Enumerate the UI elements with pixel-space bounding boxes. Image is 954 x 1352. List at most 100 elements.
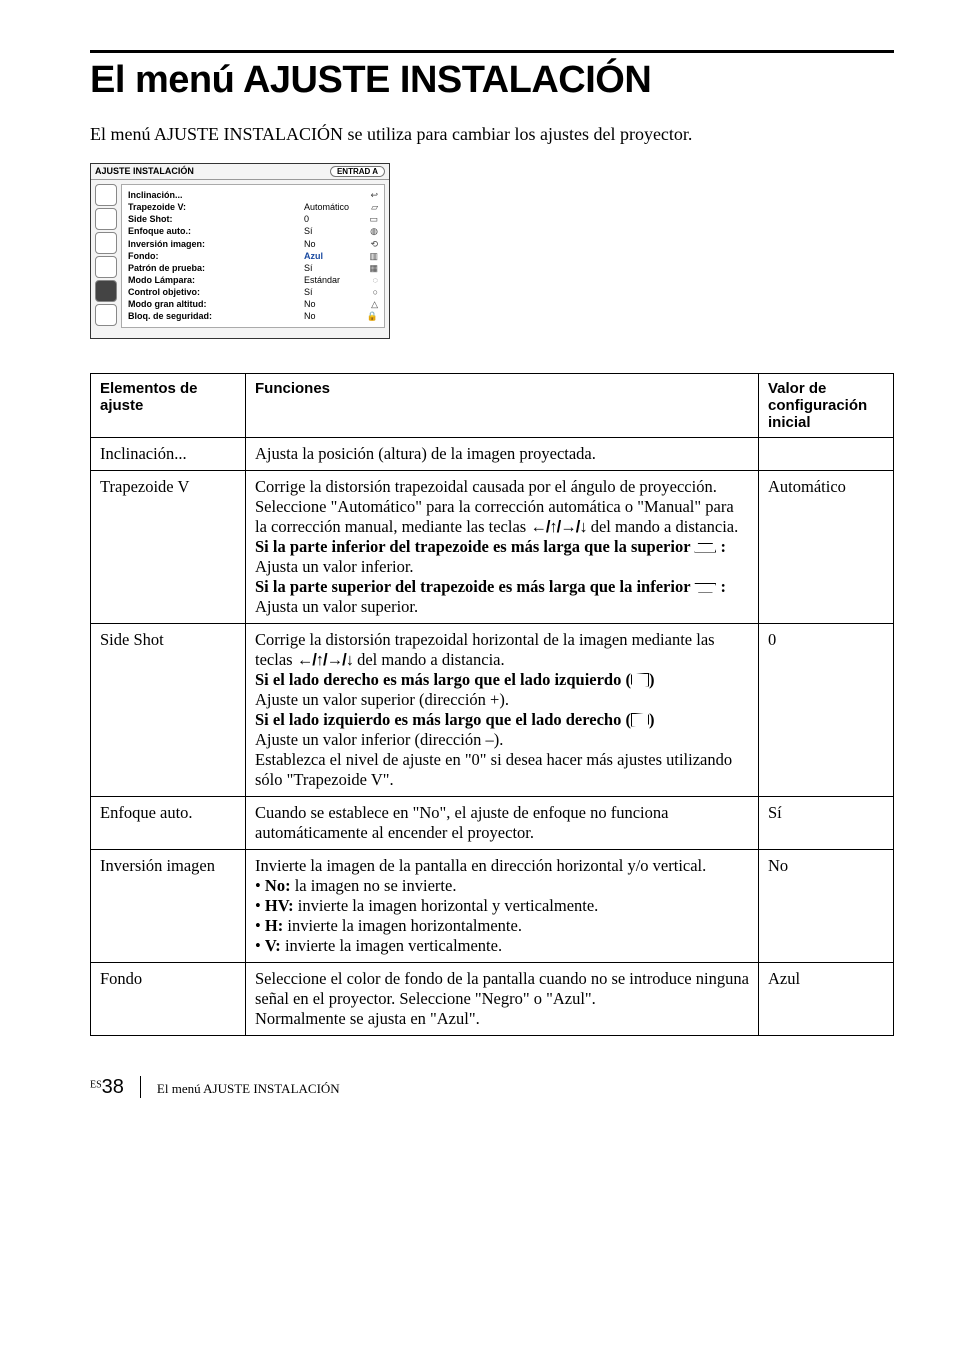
menu-row-icon: ○ [364,286,378,298]
menu-row-label: Control objetivo: [128,286,304,298]
text: Seleccione el color de fondo de la panta… [255,969,749,1008]
menu-row-icon: △ [364,298,378,310]
page: El menú AJUSTE INSTALACIÓN El menú AJUST… [0,0,954,1129]
trapezoid-right-icon [631,673,649,687]
menu-row-value: No [304,298,364,310]
menu-tabs [95,184,121,328]
footer-title: El menú AJUSTE INSTALACIÓN [157,1081,340,1097]
menu-row-value: No [304,310,364,322]
menu-row-value [304,189,364,201]
header-funciones: Funciones [246,373,759,437]
menu-row-icon: ◍ [364,225,378,237]
table-header-row: Elementos de ajuste Funciones Valor de c… [91,373,894,437]
menu-row-icon: ▥ [364,250,378,262]
menu-row: Patrón de prueba:Sí▦ [128,262,378,274]
cell-elem: Fondo [91,962,246,1035]
menu-row-icon: ↩ [364,189,378,201]
cell-elem: Side Shot [91,623,246,796]
menu-title: AJUSTE INSTALACIÓN [95,166,330,177]
text-bold: Si la parte superior del trapezoide es m… [255,577,694,596]
text: Invierte la imagen de la pantalla en dir… [255,856,706,875]
text-bold: V: [265,936,281,955]
menu-row: Modo gran altitud:No△ [128,298,378,310]
menu-row-value: 0 [304,213,364,225]
text-bold: Si el lado derecho es más largo que el l… [255,670,631,689]
cell-val: No [759,849,894,962]
text-bold: ) [649,670,655,689]
menu-row: Control objetivo:Sí○ [128,286,378,298]
header-rule [90,50,894,53]
menu-row-value: Estándar [304,274,364,286]
menu-input-badge: ENTRAD A [330,166,385,177]
text-bold: Si la parte inferior del trapezoide es m… [255,537,694,556]
menu-row: Bloq. de seguridad:No🔒 [128,310,378,322]
menu-body: Inclinación...↩Trapezoide V:Automático▱S… [91,180,389,338]
menu-row-label: Inversión imagen: [128,238,304,250]
menu-row: Side Shot:0▭ [128,213,378,225]
menu-row-value: Sí [304,286,364,298]
menu-row-icon: ▦ [364,262,378,274]
menu-row-label: Modo Lámpara: [128,274,304,286]
cell-func: Corrige la distorsión trapezoidal causad… [246,470,759,623]
footer-separator [140,1076,141,1098]
menu-row-label: Modo gran altitud: [128,298,304,310]
footer-es: ES [90,1079,102,1090]
menu-row-label: Bloq. de seguridad: [128,310,304,322]
cell-func: Seleccione el color de fondo de la panta… [246,962,759,1035]
cell-val: 0 [759,623,894,796]
menu-row: Inclinación...↩ [128,189,378,201]
menu-row-value: No [304,238,364,250]
row-fondo: Fondo Seleccione el color de fondo de la… [91,962,894,1035]
cell-func: Invierte la imagen de la pantalla en dir… [246,849,759,962]
page-footer: ES38 El menú AJUSTE INSTALACIÓN [90,1064,894,1099]
row-sideshot: Side Shot Corrige la distorsión trapezoi… [91,623,894,796]
menu-row-label: Enfoque auto.: [128,225,304,237]
text-bold: Si el lado izquierdo es más largo que el… [255,710,631,729]
text-bold: ) [649,710,655,729]
header-elementos: Elementos de ajuste [91,373,246,437]
menu-row-icon: ◌ [364,274,378,286]
menu-row-label: Side Shot: [128,213,304,225]
text-bold: : [716,537,726,556]
trapezoid-bottom-icon [694,583,716,593]
menu-tab [95,208,117,230]
menu-row-label: Trapezoide V: [128,201,304,213]
menu-row-value: Automático [304,201,364,213]
text: Ajusta un valor superior. [255,597,418,616]
row-trapezoide: Trapezoide V Corrige la distorsión trape… [91,470,894,623]
cell-elem: Inversión imagen [91,849,246,962]
arrow-keys-icon: ←/↑/→/↓ [530,518,586,536]
menu-row-label: Patrón de prueba: [128,262,304,274]
header-valor: Valor de configuración inicial [759,373,894,437]
menu-row: Fondo:Azul▥ [128,250,378,262]
menu-row: Enfoque auto.:Sí◍ [128,225,378,237]
footer-lang: ES38 [90,1076,124,1099]
settings-table: Elementos de ajuste Funciones Valor de c… [90,373,894,1036]
cell-func: Ajusta la posición (altura) de la imagen… [246,437,759,470]
menu-row-value: Sí [304,225,364,237]
text: Ajusta un valor inferior. [255,557,414,576]
text: invierte la imagen verticalmente. [281,936,502,955]
menu-row: Trapezoide V:Automático▱ [128,201,378,213]
menu-row-value: Azul [304,250,364,262]
trapezoid-left-icon [631,713,649,727]
menu-row-value: Sí [304,262,364,274]
text: la imagen no se invierte. [291,876,457,895]
page-title: El menú AJUSTE INSTALACIÓN [90,59,894,102]
text-bold: H: [265,916,283,935]
menu-row-icon: ▱ [364,201,378,213]
text: invierte la imagen horizontal y vertical… [294,896,599,915]
row-inclinacion: Inclinación... Ajusta la posición (altur… [91,437,894,470]
text-bold: : [716,577,726,596]
text-bold: HV: [265,896,294,915]
cell-elem: Trapezoide V [91,470,246,623]
text: Ajuste un valor inferior (dirección –). [255,730,503,749]
menu-screenshot: AJUSTE INSTALACIÓN ENTRAD A Inclinación.… [90,163,390,339]
text: del mando a distancia. [587,517,739,536]
text-bold: No: [265,876,291,895]
text: Establezca el nivel de ajuste en "0" si … [255,750,732,789]
menu-tab [95,256,117,278]
text: invierte la imagen horizontalmente. [283,916,522,935]
cell-val [759,437,894,470]
row-inversion: Inversión imagen Invierte la imagen de l… [91,849,894,962]
